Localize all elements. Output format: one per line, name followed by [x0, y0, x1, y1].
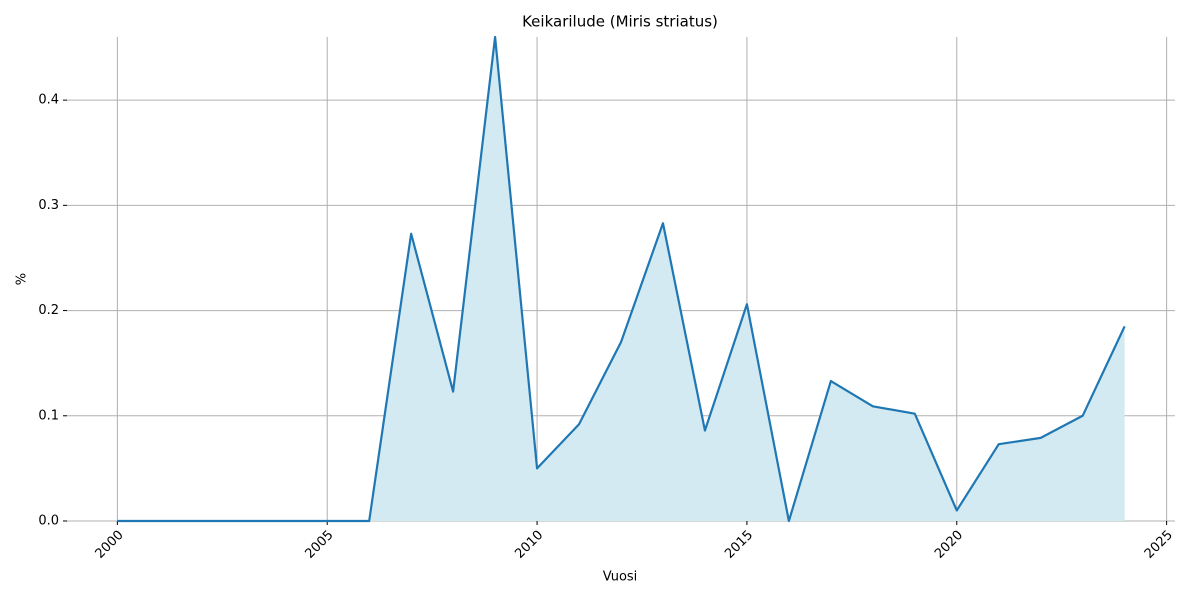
- y-tick-label: 0.3: [38, 198, 59, 213]
- chart-title: Keikarilude (Miris striatus): [522, 13, 718, 31]
- line: [117, 35, 1126, 523]
- y-tick-label: 0.4: [38, 93, 59, 108]
- x-tick-label: 2025: [1142, 528, 1176, 562]
- x-tick-label: 2015: [722, 528, 756, 562]
- y-axis-label: %: [15, 273, 30, 285]
- y-tick-label: 0.2: [38, 303, 59, 318]
- y-tick-label: 0.1: [38, 408, 59, 423]
- x-tick-label: 2005: [303, 528, 337, 562]
- x-tick-label: 2000: [93, 528, 127, 562]
- area: [117, 37, 1125, 521]
- y-tick-label: 0.0: [38, 514, 59, 529]
- x-axis-label: Vuosi: [603, 570, 638, 585]
- x-tick-label: 2020: [932, 528, 966, 562]
- x-tick-label: 2010: [512, 528, 546, 562]
